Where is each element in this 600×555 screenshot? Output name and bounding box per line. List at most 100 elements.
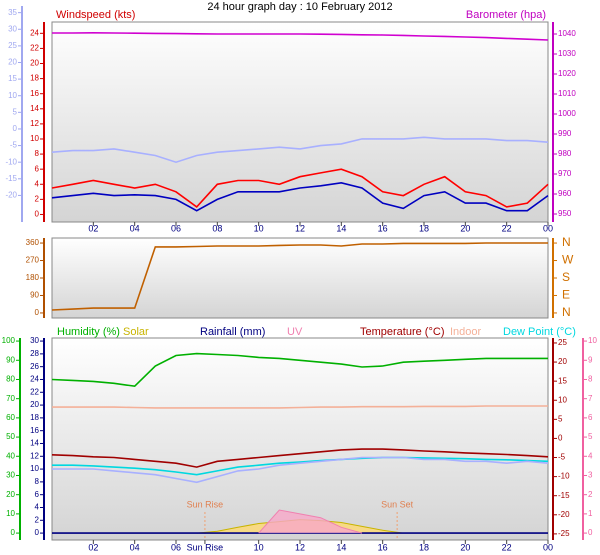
y3-tick-label: 20 xyxy=(30,400,39,409)
y4-tick-label: 1 xyxy=(588,509,593,518)
y3-tick-label: -10 xyxy=(5,157,17,166)
annotation: Sun Rise xyxy=(187,499,224,509)
y-tick-label: 16 xyxy=(30,89,39,98)
y-tick-label: 4 xyxy=(35,179,40,188)
y-tick-label: 70 xyxy=(6,394,15,403)
y2-tick-label: 1040 xyxy=(558,29,576,38)
legend-label: Dew Point (°C) xyxy=(503,326,576,338)
y-tick-label: 50 xyxy=(6,432,15,441)
y3-tick-label: -15 xyxy=(5,174,17,183)
y-tick-label: 8 xyxy=(35,149,40,158)
y4-tick-label: 3 xyxy=(588,471,593,480)
y-tick-label: 6 xyxy=(35,164,40,173)
x-tick-label: 02 xyxy=(88,542,98,552)
y3-tick-label: -5 xyxy=(10,141,18,150)
x-tick-label: 12 xyxy=(295,223,305,233)
y3-tick-label: 10 xyxy=(30,464,39,473)
y4-tick-label: 10 xyxy=(588,336,597,345)
x-tick-label: 06 xyxy=(171,223,181,233)
x-tick-label: 10 xyxy=(254,542,264,552)
y4-tick-label: 4 xyxy=(588,451,593,460)
x-tick-label: 20 xyxy=(460,542,470,552)
y3-tick-label: 0 xyxy=(35,528,40,537)
y-tick-label: 90 xyxy=(30,291,39,300)
y3-tick-label: 2 xyxy=(35,515,40,524)
y2-axis-label: Barometer (hpa) xyxy=(466,9,546,21)
y3-tick-label: 10 xyxy=(8,91,17,100)
x-tick-label: 22 xyxy=(502,542,512,552)
y-tick-label: 12 xyxy=(30,119,39,128)
y-tick-label: 14 xyxy=(30,104,39,113)
y2-tick-label: W xyxy=(562,253,574,267)
y4-tick-label: 0 xyxy=(588,528,593,537)
y-axis-label: Windspeed (kts) xyxy=(56,9,135,21)
y3-tick-label: 0 xyxy=(13,124,18,133)
y2-tick-label: -15 xyxy=(558,491,570,500)
y2-tick-label: -10 xyxy=(558,472,570,481)
y3-tick-label: 24 xyxy=(30,375,39,384)
y2-tick-label: E xyxy=(562,288,570,302)
y3-tick-label: 5 xyxy=(13,107,18,116)
series-line xyxy=(51,181,549,212)
y2-tick-label: 980 xyxy=(558,149,572,158)
y-tick-label: 40 xyxy=(6,451,15,460)
y2-tick-label: N xyxy=(562,305,571,319)
y3-tick-label: -20 xyxy=(5,191,17,200)
legend-label: Indoor xyxy=(450,326,482,338)
y-tick-label: 0 xyxy=(35,210,40,219)
legend-label: Humidity (%) xyxy=(57,326,120,338)
y4-tick-label: 5 xyxy=(588,432,593,441)
y2-tick-label: 970 xyxy=(558,169,572,178)
y3-tick-label: 15 xyxy=(8,74,17,83)
series-line xyxy=(51,448,549,468)
series-line xyxy=(52,456,549,476)
y-tick-label: 20 xyxy=(30,59,39,68)
y-tick-label: 24 xyxy=(30,28,39,37)
y-tick-label: 60 xyxy=(6,413,15,422)
y2-tick-label: 25 xyxy=(558,338,567,347)
y-tick-label: 0 xyxy=(11,528,16,537)
y4-tick-label: 7 xyxy=(588,394,593,403)
x-tick-label: 18 xyxy=(419,542,429,552)
y2-tick-label: 990 xyxy=(558,129,572,138)
y2-tick-label: 5 xyxy=(558,414,563,423)
annotation: Sun Set xyxy=(381,499,414,509)
x-tick-label: 00 xyxy=(543,542,553,552)
y-tick-label: 20 xyxy=(6,490,15,499)
legend-label: Temperature (°C) xyxy=(360,326,444,338)
series-line xyxy=(51,168,549,208)
y-tick-label: 18 xyxy=(30,74,39,83)
y4-tick-label: 6 xyxy=(588,413,593,422)
y3-tick-label: 30 xyxy=(8,24,17,33)
y3-tick-label: 20 xyxy=(8,58,17,67)
y2-tick-label: 20 xyxy=(558,357,567,366)
y-tick-label: 10 xyxy=(6,509,15,518)
y-tick-label: 270 xyxy=(26,256,40,265)
y3-tick-label: 30 xyxy=(30,336,39,345)
y-tick-label: 360 xyxy=(26,238,40,247)
series-line xyxy=(51,136,549,164)
y-tick-label: 0 xyxy=(35,308,40,317)
y2-tick-label: 1000 xyxy=(558,109,576,118)
series-line xyxy=(52,456,549,484)
x-tick-label: 20 xyxy=(460,223,470,233)
plot-area xyxy=(51,337,549,541)
y2-tick-label: 960 xyxy=(558,189,572,198)
x-tick-label: 18 xyxy=(419,223,429,233)
plot-area xyxy=(51,237,549,319)
x-tick-label: 14 xyxy=(336,223,346,233)
y2-tick-label: S xyxy=(562,270,570,284)
x-tick-label: Sun Rise xyxy=(187,542,224,552)
y-tick-label: 30 xyxy=(6,471,15,480)
series-line xyxy=(51,352,548,388)
y3-tick-label: 28 xyxy=(30,349,39,358)
x-tick-label: 00 xyxy=(543,223,553,233)
y2-tick-label: 1010 xyxy=(558,89,576,98)
y3-tick-label: 35 xyxy=(8,8,17,17)
legend-label: Rainfall (mm) xyxy=(200,326,265,338)
legend-label: Solar xyxy=(123,326,149,338)
y2-tick-label: 10 xyxy=(558,395,567,404)
x-tick-label: 14 xyxy=(336,542,346,552)
